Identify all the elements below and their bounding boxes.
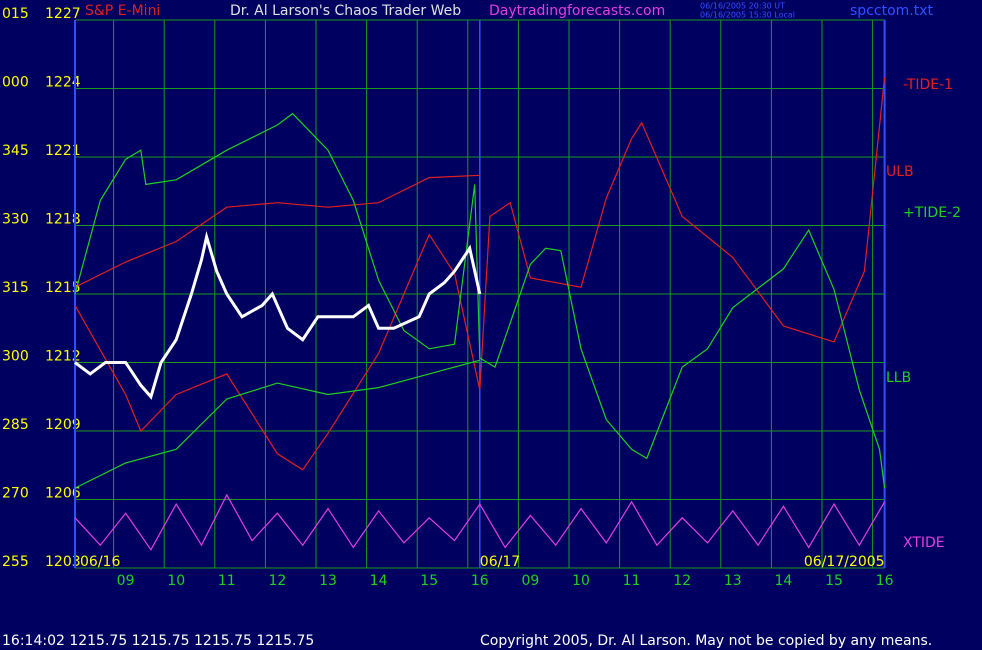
- date-label: 06/17: [480, 554, 520, 570]
- angle-label: 300: [2, 349, 29, 365]
- y-tick-label: 1206: [45, 486, 81, 502]
- file-name: spcctom.txt: [850, 3, 933, 19]
- x-tick-label: 12: [268, 573, 286, 589]
- date-label: 06/17/2005: [804, 554, 885, 570]
- x-tick-label: 14: [370, 573, 388, 589]
- status: 16:14:02 1215.75 1215.75 1215.75 1215.75: [2, 633, 314, 649]
- x-tick-label: 15: [420, 573, 438, 589]
- angle-label: 255: [2, 554, 29, 570]
- x-tick-label: 14: [774, 573, 792, 589]
- date-label: 06/16: [80, 554, 120, 570]
- chart-title: Dr. Al Larson's Chaos Trader Web: [230, 3, 461, 19]
- y-tick-label: 1203: [45, 554, 81, 570]
- copyright: Copyright 2005, Dr. Al Larson. May not b…: [480, 633, 932, 649]
- y-tick-label: 1215: [45, 280, 81, 296]
- x-tick-label: 16: [876, 573, 894, 589]
- time-local: 06/16/2005 15:30 Local: [700, 11, 795, 20]
- website: Daytradingforecasts.com: [489, 3, 665, 19]
- y-tick-label: 1221: [45, 143, 81, 159]
- time-utc: 06/16/2005 20:30 UT: [700, 2, 785, 11]
- y-tick-label: 1209: [45, 417, 81, 433]
- y-tick-label: 1218: [45, 212, 81, 228]
- x-tick-label: 11: [623, 573, 641, 589]
- series-line: [74, 112, 886, 489]
- series-line: [74, 77, 886, 471]
- plot: 1203255120627012092851212300121531512183…: [2, 6, 961, 589]
- x-tick-label: 09: [117, 573, 135, 589]
- angle-label: 285: [2, 417, 29, 433]
- x-tick-label: 16: [471, 573, 489, 589]
- series-label: ULB: [886, 164, 914, 180]
- y-tick-label: 1212: [45, 349, 81, 365]
- series-line: [74, 359, 480, 489]
- x-tick-label: 10: [167, 573, 185, 589]
- angle-label: 345: [2, 143, 29, 159]
- angle-label: 015: [2, 6, 29, 22]
- y-tick-label: 1224: [45, 75, 81, 91]
- series-label: XTIDE: [903, 535, 945, 551]
- x-tick-label: 11: [218, 573, 236, 589]
- instrument: S&P E-Mini: [85, 3, 160, 19]
- x-tick-label: 09: [521, 573, 539, 589]
- x-tick-label: 15: [825, 573, 843, 589]
- x-tick-label: 12: [673, 573, 691, 589]
- x-tick-label: 13: [319, 573, 337, 589]
- angle-label: 000: [2, 75, 29, 91]
- series-line: [74, 493, 886, 551]
- angle-label: 315: [2, 280, 29, 296]
- x-tick-label: 10: [572, 573, 590, 589]
- y-tick-label: 1227: [45, 6, 81, 22]
- angle-label: 330: [2, 212, 29, 228]
- angle-label: 270: [2, 486, 29, 502]
- series-line: [74, 174, 480, 288]
- x-tick-label: 13: [724, 573, 742, 589]
- price-line: [74, 230, 482, 400]
- series-label: -TIDE-1: [903, 77, 953, 93]
- series-label: LLB: [886, 370, 911, 386]
- series-label: +TIDE-2: [903, 205, 961, 221]
